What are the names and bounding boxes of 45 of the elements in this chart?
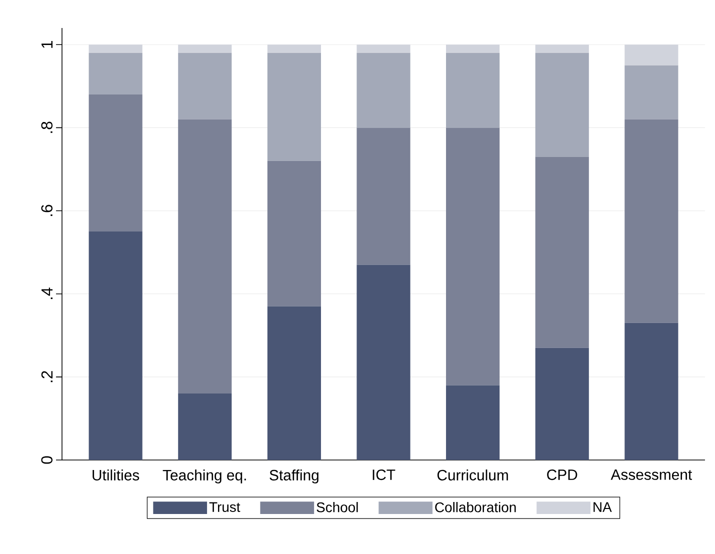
legend-label: Trust [209, 502, 240, 512]
bar [178, 44, 232, 53]
bar [624, 119, 678, 323]
bar [624, 44, 678, 66]
x-tick-label: Curriculum [437, 470, 508, 480]
y-tick-label: .4 [42, 288, 53, 300]
bar [624, 65, 678, 120]
bar [356, 52, 410, 128]
bar [267, 44, 321, 53]
bar [535, 348, 589, 460]
bar [624, 322, 678, 460]
bar [535, 44, 589, 53]
bar [178, 52, 232, 120]
bar [88, 232, 142, 460]
bar [446, 385, 500, 460]
x-tick-label: CPD [547, 469, 578, 480]
legend-label: School [316, 502, 358, 512]
bar [267, 306, 321, 460]
legend-label: Collaboration [435, 502, 516, 512]
y-tick-label: .6 [41, 204, 53, 216]
bar [356, 44, 410, 53]
legend-label: NA [594, 502, 612, 512]
bar [267, 160, 321, 306]
x-tick-label: ICT [372, 469, 396, 480]
x-tick-label: Assessment [610, 470, 692, 480]
bar [446, 44, 500, 53]
bar [88, 44, 142, 53]
y-tick-label: .8 [41, 122, 53, 133]
y-tick-label: 1 [42, 40, 53, 48]
x-tick-label: Teaching eq. [162, 470, 246, 484]
bar [356, 128, 410, 265]
bar [178, 394, 232, 460]
bar [446, 128, 500, 386]
bar [446, 52, 500, 128]
bar [535, 52, 589, 157]
bar [267, 52, 321, 161]
bar [356, 264, 410, 460]
y-tick-label: .2 [41, 371, 53, 382]
bar [535, 156, 589, 348]
bar [88, 52, 142, 94]
x-tick-label: Utilities [92, 470, 140, 480]
x-tick-label: Staffing [270, 470, 318, 484]
bar [178, 119, 232, 394]
y-tick-label: 0 [41, 456, 53, 464]
bar [88, 94, 142, 232]
